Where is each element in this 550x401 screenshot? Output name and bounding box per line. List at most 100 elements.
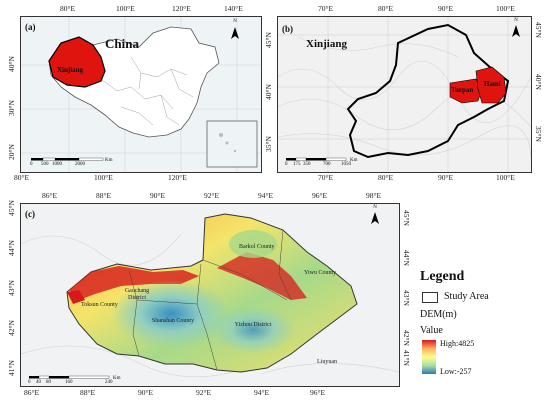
- toksun-county-label: Toksun County: [81, 302, 118, 308]
- yiwu-county-label: Yiwu County: [304, 270, 337, 276]
- tick-label: 90°E: [438, 4, 454, 13]
- legend-high-label: High:4825: [440, 339, 475, 348]
- xinjiang-map-svg: [278, 17, 531, 172]
- tick-label: 90°E: [438, 173, 454, 182]
- tick-label: 45°N: [7, 200, 16, 216]
- tick-label: 30°N: [7, 100, 16, 116]
- hami-region: [475, 66, 507, 104]
- dem-high-ridge: [69, 266, 199, 300]
- panel-c-letter: (c): [25, 209, 35, 219]
- tick-label: 140°E: [224, 4, 243, 13]
- tick-label: 120°E: [168, 173, 187, 182]
- legend-title: Legend: [420, 269, 465, 284]
- panel-c-dem-map: (c) Barkol County Yiwu County Gaochang D…: [20, 203, 400, 387]
- tick-label: 88°E: [96, 191, 112, 200]
- dem-low-basin: [111, 280, 231, 348]
- panel-a-north-label: N: [233, 19, 237, 24]
- legend-low-label: Low:-257: [440, 367, 472, 376]
- tick-label: 100°E: [496, 173, 515, 182]
- scale-label: 350: [303, 162, 311, 167]
- panel-b-scale-bar: [286, 157, 347, 161]
- panel-a-xinjiang-label: Xinjiang: [57, 66, 84, 74]
- turpan-region: [449, 78, 483, 104]
- tick-label: 20°N: [7, 144, 16, 160]
- panel-c-north-label: N: [373, 205, 377, 210]
- yizhou-district-label: Yizhou District: [234, 322, 272, 328]
- panel-a-china-map: (a) China Xinjiang N 0 500 1000 2000 Km: [20, 16, 262, 173]
- panel-c-scale-bar: [29, 375, 110, 379]
- tick-label: 90°E: [150, 191, 166, 200]
- tick-label: 120°E: [172, 4, 191, 13]
- tick-label: 94°E: [254, 388, 270, 397]
- scale-label: 240: [105, 380, 113, 385]
- dem-high-ridge: [217, 252, 307, 300]
- study-area-swatch: [422, 292, 438, 303]
- turpan-label: Turpan: [451, 86, 474, 94]
- tick-label: 100°E: [94, 173, 113, 182]
- scale-unit: Km: [105, 158, 113, 163]
- hami-label: Hami: [484, 80, 501, 88]
- panel-a-title: China: [105, 36, 139, 51]
- scale-label: 700: [323, 162, 331, 167]
- legend-study-area: Study Area: [444, 291, 489, 302]
- panel-b-xinjiang-map: (b) Xinjiang Turpan Hami N 0 175 350 700…: [277, 16, 532, 173]
- panel-b-north-label: N: [514, 18, 518, 23]
- shanshan-county-label: Shanshan County: [151, 318, 195, 324]
- tick-label: 98°E: [366, 191, 382, 200]
- tick-label: 90°E: [138, 388, 154, 397]
- scale-label: 40: [36, 380, 41, 385]
- scale-label: 175: [293, 162, 301, 167]
- dem-map-svg: [21, 212, 399, 379]
- tick-label: 70°E: [318, 173, 334, 182]
- tick-label: 40°N: [534, 74, 543, 90]
- barkol-county-label: Barkol County: [239, 244, 275, 250]
- tick-label: 80°E: [378, 4, 394, 13]
- tick-label: 96°E: [310, 388, 326, 397]
- scale-label: 2000: [75, 162, 85, 167]
- tick-label: 94°E: [258, 191, 274, 200]
- scale-label: 0: [285, 162, 288, 167]
- gaochang-district-label: Gaochang District: [124, 288, 150, 302]
- tick-label: 86°E: [24, 388, 40, 397]
- scale-label: 160: [65, 380, 73, 385]
- legend-dem-label: DEM(m): [420, 309, 457, 320]
- tick-label: 88°E: [80, 388, 96, 397]
- map-legend: Legend Study Area DEM(m) Value High:4825…: [420, 268, 548, 386]
- tick-label: 43°N: [7, 280, 16, 296]
- xinjiang-highlight: [48, 36, 106, 88]
- panel-b-title: Xinjiang: [306, 38, 347, 50]
- tick-label: 86°E: [42, 191, 58, 200]
- tick-label: 35°N: [534, 126, 543, 142]
- tick-label: 80°E: [378, 173, 394, 182]
- tick-label: 92°E: [196, 388, 212, 397]
- scale-unit: Km: [350, 158, 358, 163]
- tick-label: 45°N: [534, 22, 543, 38]
- scale-unit: Km: [113, 376, 121, 381]
- scale-label: 1050: [341, 162, 351, 167]
- tick-label: 96°E: [312, 191, 328, 200]
- tick-label: 43°N: [402, 290, 411, 306]
- tick-label: 40°N: [264, 84, 273, 100]
- xinjiang-outline: [346, 23, 510, 159]
- tick-label: 42°N: [7, 320, 16, 336]
- panel-a-scale-bar: [31, 157, 104, 161]
- legend-value-label: Value: [420, 325, 443, 336]
- scale-label: 500: [41, 162, 49, 167]
- tick-label: 40°N: [7, 56, 16, 72]
- scale-label: 80: [46, 380, 51, 385]
- tick-label: 41°N: [402, 350, 411, 366]
- tick-label: 70°E: [318, 4, 334, 13]
- tick-label: 45°N: [402, 210, 411, 226]
- tick-label: 92°E: [204, 191, 220, 200]
- tick-label: 44°N: [7, 240, 16, 256]
- tick-label: 80°E: [60, 4, 76, 13]
- dem-color-ramp: [422, 340, 436, 374]
- dem-high-ridge: [67, 290, 85, 304]
- tick-label: 100°E: [116, 4, 135, 13]
- tick-label: 42°N: [402, 330, 411, 346]
- north-arrow-icon: [371, 212, 379, 224]
- tick-label: 45°N: [264, 32, 273, 48]
- scale-label: 1000: [52, 162, 62, 167]
- scale-label: 0: [28, 380, 31, 385]
- tick-label: 44°N: [402, 250, 411, 266]
